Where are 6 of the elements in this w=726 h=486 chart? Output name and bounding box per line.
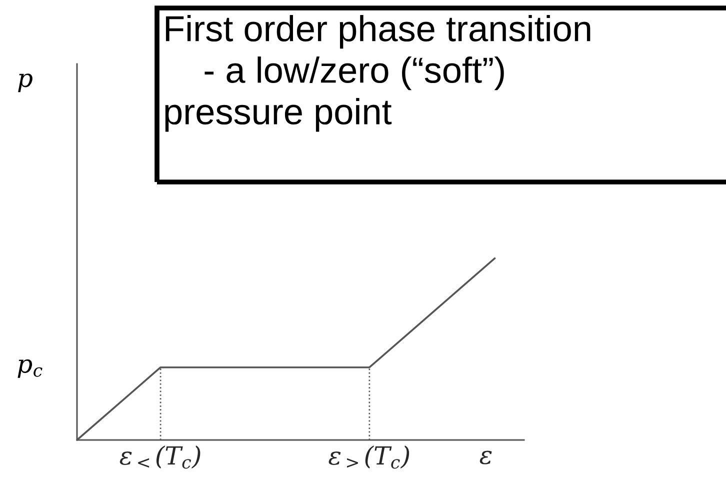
x-tick-label: ε$_{<}$(T$_{c}$) [120, 446, 200, 469]
text: p [18, 74, 32, 92]
text: First order phase transition - a low/zero (“soft”) pressure point [165, 15, 590, 132]
x-axis-title: ε [480, 450, 492, 464]
text: p$_{c}$ [18, 359, 42, 378]
x-tick-label: ε$_{>}$(T$_{c}$) [328, 446, 410, 469]
